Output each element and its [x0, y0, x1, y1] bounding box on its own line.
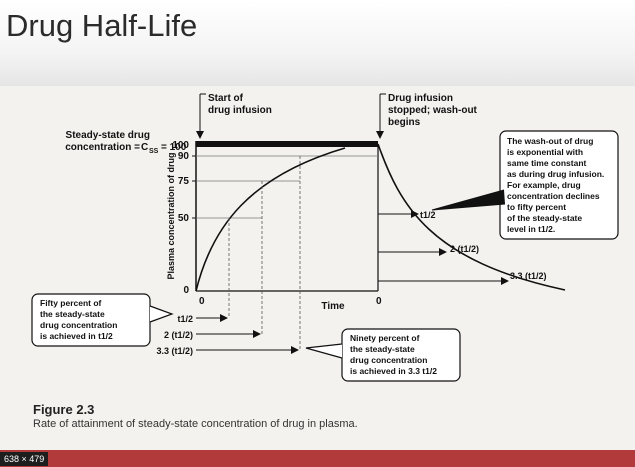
y-tick-50: 50: [178, 213, 190, 224]
x-tick-start: 0: [199, 296, 205, 307]
slide-title: Drug Half-Life: [6, 8, 198, 43]
washout-callout-text: The wash-out of drug is exponential with…: [507, 136, 607, 234]
image-size-badge: 638 × 479: [0, 452, 49, 466]
decay-curve: [377, 143, 566, 291]
css-label-line2: concentration =: [65, 142, 140, 153]
figure-caption: Rate of attainment of steady-state conce…: [33, 418, 358, 430]
x-axis-title: Time: [321, 301, 345, 312]
pharmacokinetic-diagram: 100 90 75 50 0 0 0 Time Plasma concentra…: [31, 93, 619, 382]
slide-header: Drug Half-Life: [0, 0, 635, 86]
x-tick-stop: 0: [376, 296, 382, 307]
start-infusion-line2: drug infusion: [208, 105, 272, 116]
y-tick-75: 75: [178, 176, 190, 187]
ninety-percent-text: Ninety percent of the steady-state drug …: [350, 333, 437, 376]
css-subscript: SS: [149, 148, 159, 155]
y-tick-0: 0: [183, 285, 189, 296]
rise-mark-1: t1/2: [177, 314, 193, 324]
fifty-callout-pointer: [149, 305, 174, 323]
figure-label: Figure 2.3: [33, 402, 95, 417]
fifty-percent-text: Fifty percent of the steady-state drug c…: [40, 298, 120, 341]
css-symbol: C: [141, 142, 148, 153]
start-infusion-line1: Start of: [208, 93, 244, 104]
decay-mark-3: 3.3 (t1/2): [510, 271, 547, 281]
stop-infusion-line1: Drug infusion: [388, 93, 453, 104]
rise-mark-2: 2 (t1/2): [164, 330, 193, 340]
ninety-callout-pointer: [305, 343, 343, 359]
washout-callout: [499, 130, 619, 240]
stop-infusion-line3: begins: [388, 117, 421, 128]
stop-infusion-line2: stopped; wash-out: [388, 105, 478, 116]
rise-mark-3: 3.3 (t1/2): [156, 346, 193, 356]
decay-mark-1: t1/2: [420, 210, 436, 220]
y-axis-title: Plasma concentration of drug: [166, 152, 176, 279]
y-tick-90: 90: [178, 151, 190, 162]
bottom-bar: [0, 450, 635, 467]
y-tick-100: 100: [172, 140, 189, 151]
rise-curve: [195, 147, 346, 292]
washout-callout-pointer: [431, 189, 506, 211]
css-value: = 100: [161, 142, 187, 153]
figure-scan: 100 90 75 50 0 0 0 Time Plasma concentra…: [0, 86, 635, 450]
css-label-line1: Steady-state drug: [66, 130, 150, 141]
decay-mark-2: 2 (t1/2): [450, 244, 479, 254]
